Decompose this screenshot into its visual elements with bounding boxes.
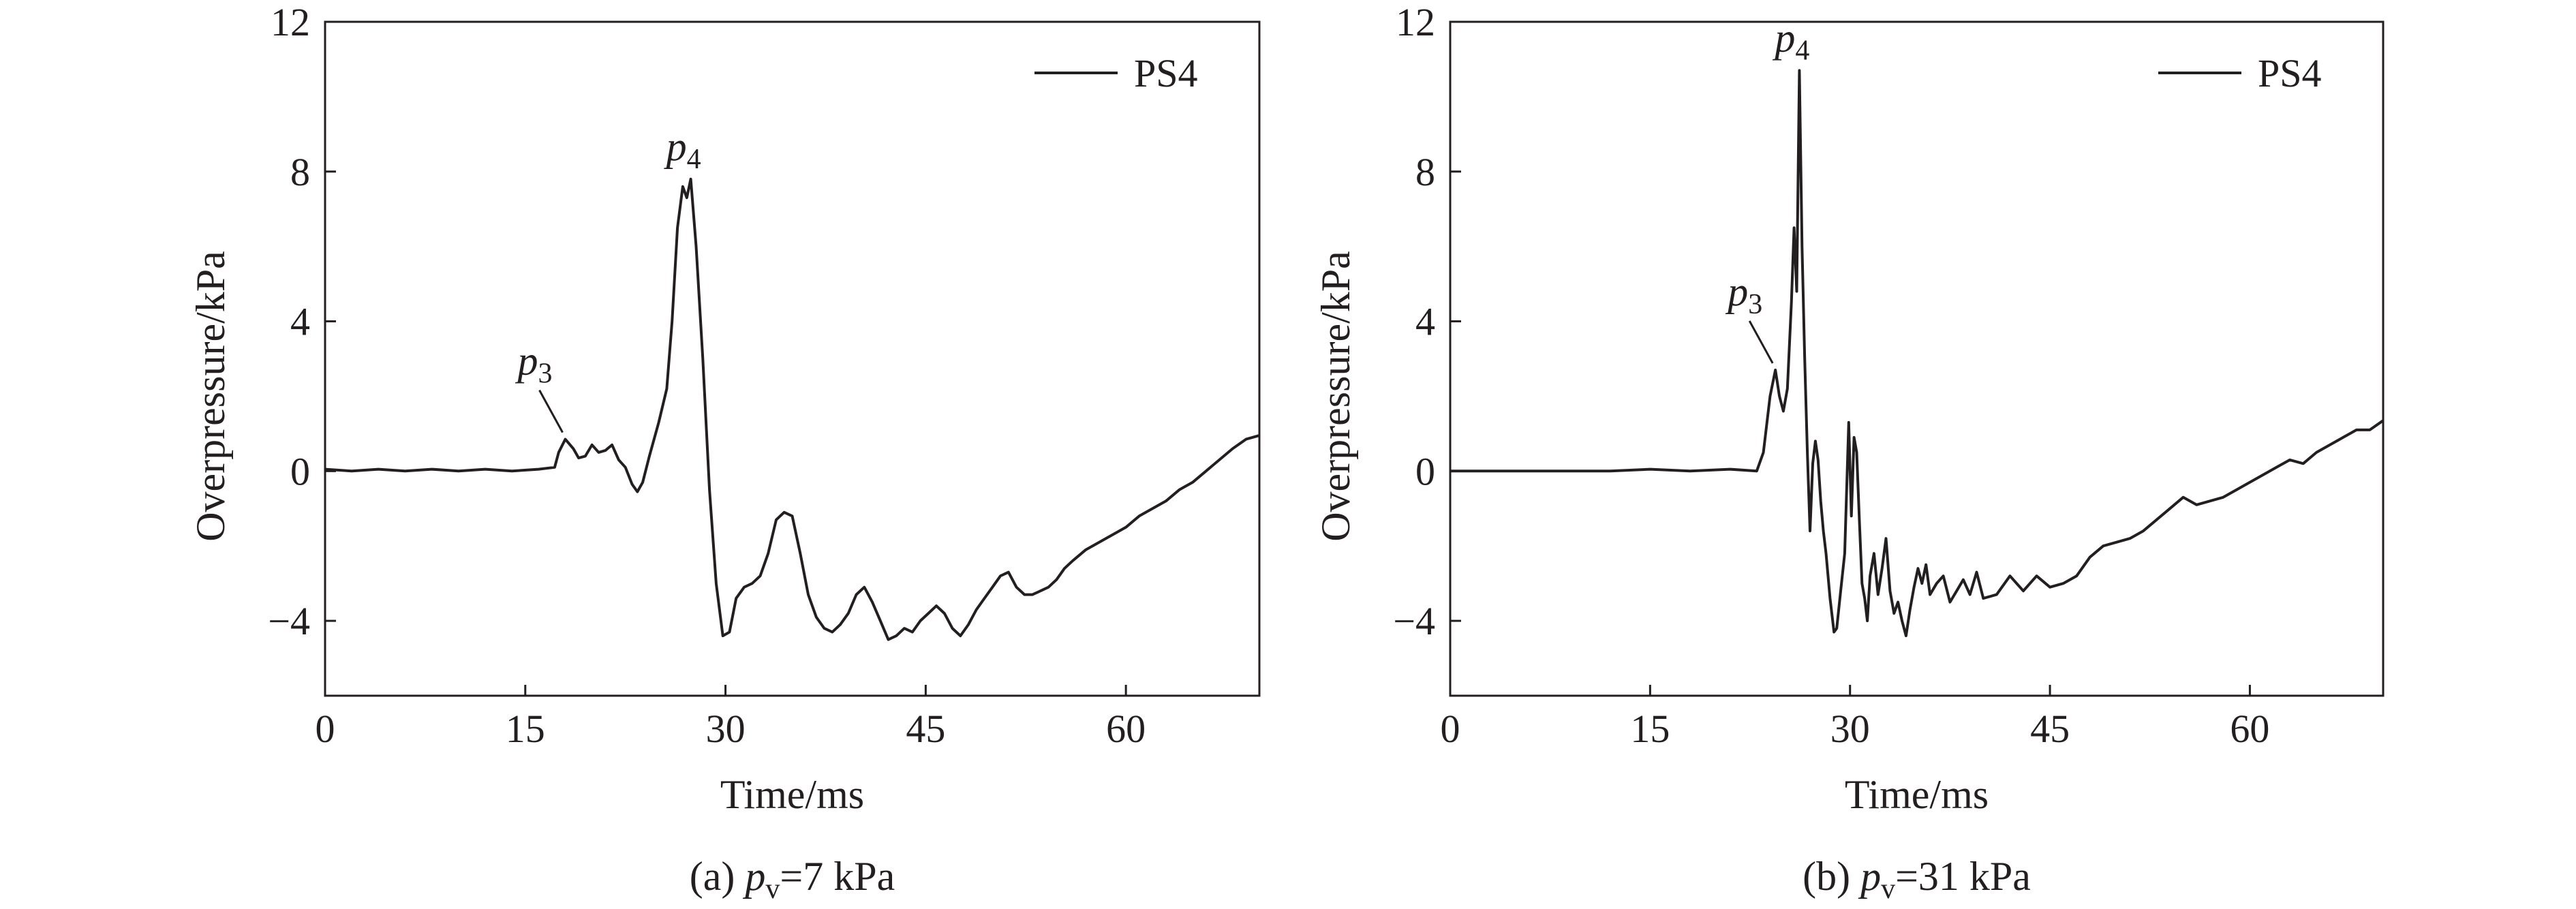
chart-panel-a: 0 15 30 45 60 −4 0 4 8 12 Time/ms Overpressure/kPa P… xyxy=(188,0,1261,905)
x-axis-title: Time/ms xyxy=(1845,772,1989,817)
y-axis-title: Overpressure/kPa xyxy=(188,251,233,542)
annotation-main: p xyxy=(1725,269,1748,314)
y-tick-label: 4 xyxy=(1415,300,1435,344)
y-axis-title: Overpressure/kPa xyxy=(1313,251,1358,542)
legend-label: PS4 xyxy=(2258,51,2322,95)
annotation-sub: 3 xyxy=(1748,289,1762,320)
x-tick-label: 0 xyxy=(1441,707,1460,751)
annotation-p3: p3 xyxy=(515,339,553,390)
caption-var: p xyxy=(742,854,765,899)
annotation-leader xyxy=(1748,320,1774,364)
x-tick-label: 60 xyxy=(1106,707,1146,751)
caption-value: =31 kPa xyxy=(1895,854,2031,899)
y-tick-label: 8 xyxy=(290,150,310,194)
annotation-main: p xyxy=(1772,15,1795,60)
series-line-ps4 xyxy=(324,177,1260,641)
caption-label: (a) xyxy=(690,854,746,899)
y-tick-label: 0 xyxy=(1415,449,1435,493)
annotation-p3: p3 xyxy=(1725,269,1762,320)
x-tick-label: 30 xyxy=(706,707,746,751)
y-tick-label: 8 xyxy=(1415,150,1435,194)
caption-var: p xyxy=(1858,854,1881,899)
x-tick-label: 60 xyxy=(2230,707,2269,751)
caption-label: (b) xyxy=(1803,854,1860,899)
annotation-p4: p4 xyxy=(1772,15,1809,66)
panel-caption: (a) pv=7 kPa xyxy=(690,854,895,905)
caption-var-sub: v xyxy=(765,874,780,905)
x-tick-label: 45 xyxy=(2030,707,2070,751)
legend-label: PS4 xyxy=(1134,51,1198,95)
x-tick-label: 0 xyxy=(316,707,335,751)
plot-frame xyxy=(1449,20,2385,697)
annotation-leader xyxy=(538,389,564,433)
y-tick-label: 12 xyxy=(1396,0,1435,44)
annotation-sub: 3 xyxy=(538,358,553,390)
x-tick-label: 45 xyxy=(906,707,945,751)
y-tick-label: −4 xyxy=(268,599,310,643)
y-tick-label: 4 xyxy=(290,300,310,344)
caption-value: =7 kPa xyxy=(780,854,895,899)
annotation-sub: 4 xyxy=(687,144,701,175)
annotation-main: p xyxy=(515,339,538,384)
panel-caption: (b) pv=31 kPa xyxy=(1803,854,2031,905)
x-tick-label: 15 xyxy=(506,707,545,751)
annotation-sub: 4 xyxy=(1795,35,1809,66)
y-tick-label: −4 xyxy=(1393,599,1435,643)
annotation-main: p xyxy=(664,124,687,169)
x-tick-label: 15 xyxy=(1630,707,1670,751)
caption-var-sub: v xyxy=(1881,874,1895,905)
annotation-p4: p4 xyxy=(664,124,701,175)
x-tick-label: 30 xyxy=(1830,707,1870,751)
plot-frame xyxy=(324,20,1261,697)
y-tick-label: 12 xyxy=(271,0,310,44)
x-axis-title: Time/ms xyxy=(720,772,864,817)
chart-panel-b: 0 15 30 45 60 −4 0 4 8 12 Time/ms Overpressure/kPa P… xyxy=(1313,0,2385,905)
y-tick-label: 0 xyxy=(290,449,310,493)
series-line-ps4 xyxy=(1450,69,2385,638)
